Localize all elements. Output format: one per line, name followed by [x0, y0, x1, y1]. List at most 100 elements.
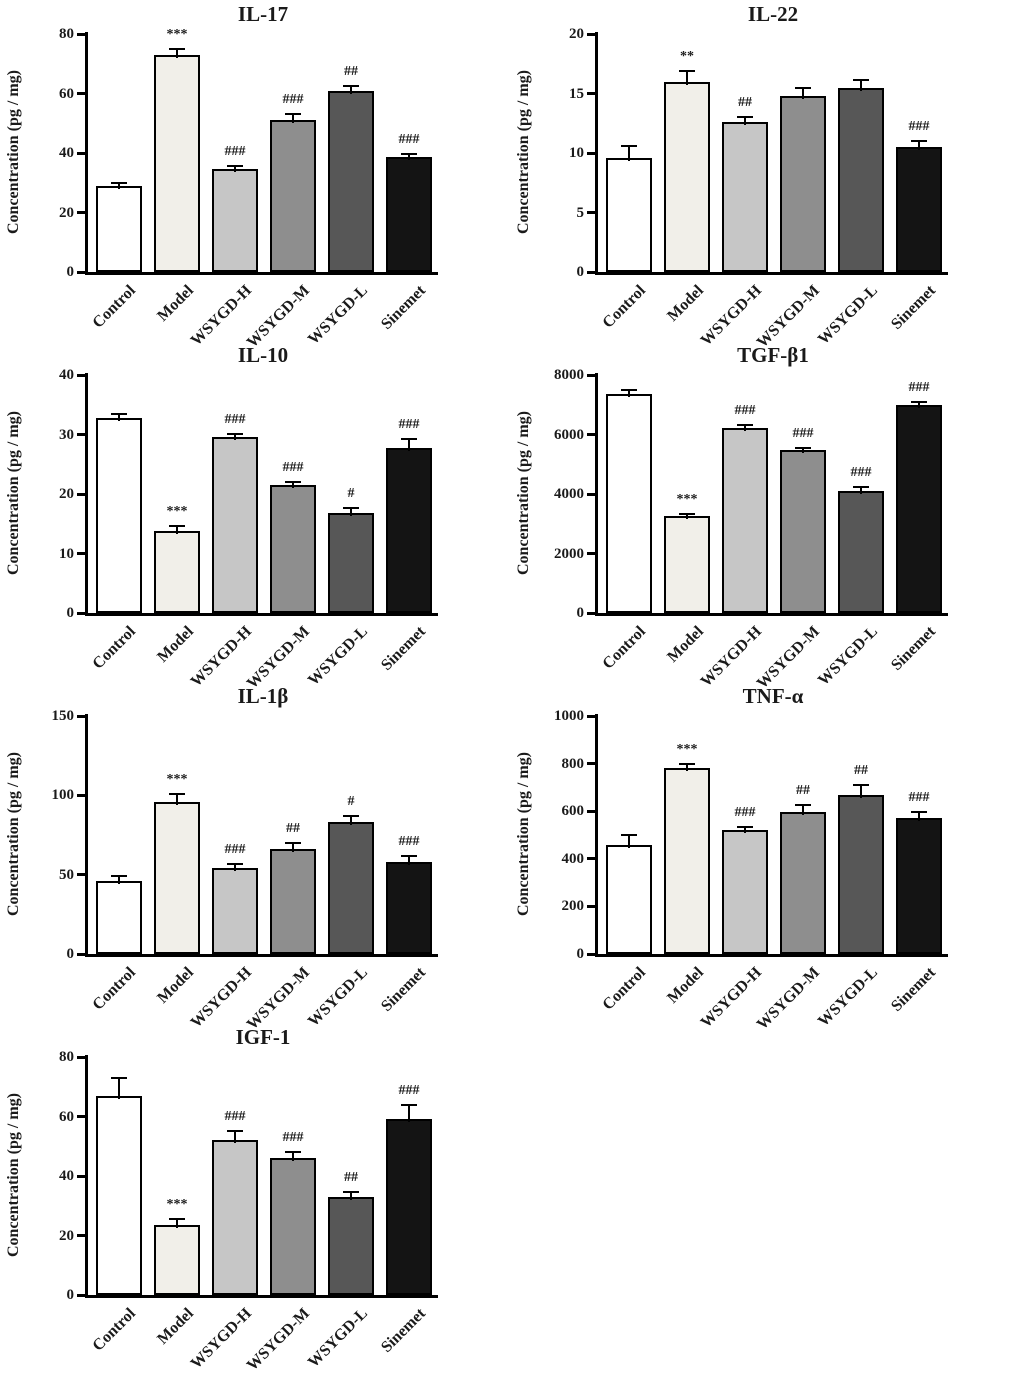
error-bar: [860, 785, 862, 798]
chart-il-22: IL-22 Concentration (pg / mg) 0 5 10 15 20 Co…: [510, 0, 1020, 351]
y-tick: [77, 1055, 85, 1059]
error-bar-cap: [679, 69, 695, 72]
y-tick-label: 100: [51, 787, 75, 804]
y-tick: [77, 1293, 85, 1297]
y-tick-label: 800: [561, 755, 585, 772]
chart-title: IGF-1: [235, 1025, 291, 1049]
y-tick: [77, 873, 85, 877]
significance-label: ***: [166, 26, 188, 42]
y-tick-label: 60: [59, 1108, 74, 1125]
bar-wsygd-m: [270, 849, 316, 954]
error-bar-cap: [227, 432, 243, 435]
y-tick: [587, 952, 595, 956]
y-tick-label: 400: [561, 850, 585, 867]
error-bar-cap: [227, 1130, 243, 1133]
y-axis-line: [85, 32, 88, 275]
y-tick: [77, 1234, 85, 1237]
error-bar-cap: [401, 153, 417, 156]
bar-wsygd-h: [212, 437, 258, 613]
y-tick: [587, 857, 595, 861]
error-bar-cap: [285, 113, 301, 116]
error-bar: [292, 1152, 294, 1162]
significance-label: ##: [854, 763, 868, 779]
y-tick: [77, 1174, 85, 1178]
error-bar-cap: [111, 181, 127, 184]
error-bar-cap: [227, 862, 243, 865]
significance-label: ##: [738, 95, 752, 111]
error-bar: [686, 513, 688, 519]
x-axis-line: [85, 613, 438, 616]
y-tick: [587, 762, 595, 766]
bar-wsygd-l: [328, 513, 374, 613]
error-bar: [628, 145, 630, 161]
bar-wsygd-l: [838, 794, 884, 954]
error-bar: [176, 525, 178, 535]
y-tick-label: 50: [59, 866, 74, 883]
bar-wsygd-l: [328, 1196, 374, 1295]
y-tick: [77, 433, 85, 436]
significance-label: ###: [398, 416, 420, 432]
y-tick-label: 0: [66, 605, 75, 621]
y-tick-label: 0: [576, 605, 585, 621]
y-tick-label: 80: [59, 1049, 74, 1065]
y-axis-line: [85, 714, 88, 957]
chart-title: IL-10: [237, 343, 289, 367]
bar-sinemet: [896, 404, 942, 613]
y-tick: [77, 492, 85, 496]
bar-control: [606, 157, 652, 272]
y-tick: [587, 552, 595, 555]
error-bar: [118, 413, 120, 422]
bar-wsygd-m: [270, 485, 316, 613]
y-tick-label: 0: [576, 264, 585, 280]
error-bar: [350, 86, 352, 94]
error-bar: [408, 1104, 410, 1123]
bar-wsygd-m: [780, 449, 826, 613]
y-axis-line: [595, 714, 598, 957]
error-bar: [350, 815, 352, 826]
y-tick-label: 10: [59, 545, 74, 562]
bar-control: [606, 394, 652, 613]
bar-wsygd-l: [838, 491, 884, 613]
significance-label: #: [347, 793, 355, 809]
bar-model: [154, 1225, 200, 1295]
y-tick-label: 0: [66, 1287, 75, 1303]
y-tick: [587, 32, 595, 36]
error-bar: [802, 447, 804, 453]
significance-label: ***: [676, 491, 698, 507]
significance-label: ###: [282, 92, 304, 108]
x-axis-line: [595, 272, 948, 275]
y-tick: [587, 433, 595, 436]
error-bar: [292, 114, 294, 124]
y-tick-label: 150: [51, 708, 75, 724]
error-bar-cap: [853, 485, 869, 488]
y-axis-label: Concentration (pg / mg): [5, 70, 22, 234]
error-bar: [860, 486, 862, 495]
y-tick: [77, 611, 85, 615]
significance-label: ##: [796, 783, 810, 799]
y-axis-line: [595, 32, 598, 275]
significance-label: ###: [224, 841, 246, 857]
chart-tgf-b1: TGF-β1 Concentration (pg / mg) 0 2000 4000…: [510, 341, 1020, 692]
error-bar-cap: [285, 480, 301, 483]
error-bar: [292, 481, 294, 489]
significance-label: **: [680, 48, 694, 64]
bar-wsygd-l: [328, 822, 374, 954]
error-bar: [628, 389, 630, 398]
bar-control: [96, 881, 142, 954]
bar-wsygd-m: [780, 95, 826, 272]
bar-wsygd-m: [780, 812, 826, 954]
error-bar: [234, 433, 236, 441]
error-bar-cap: [737, 825, 753, 828]
y-tick: [77, 552, 85, 555]
bar-sinemet: [386, 157, 432, 272]
error-bar-cap: [111, 412, 127, 415]
y-tick-label: 80: [59, 26, 74, 42]
significance-label: ###: [224, 144, 246, 160]
significance-label: ###: [224, 1109, 246, 1125]
error-bar-cap: [401, 437, 417, 440]
error-bar: [686, 763, 688, 772]
x-axis-line: [595, 613, 948, 616]
y-axis-label: Concentration (pg / mg): [515, 752, 532, 916]
y-axis-line: [595, 373, 598, 616]
bar-wsygd-h: [212, 1140, 258, 1295]
